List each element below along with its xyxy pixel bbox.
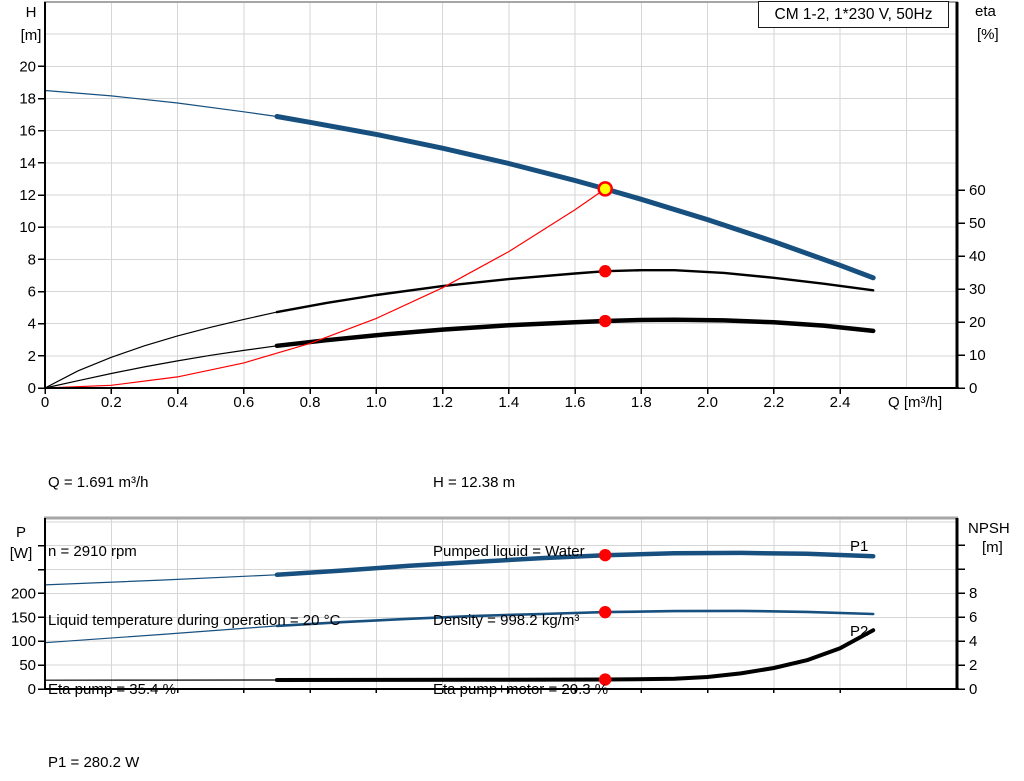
curve-label-P2: P2 bbox=[850, 623, 868, 640]
curve-P2-thin bbox=[44, 625, 278, 644]
x-axis-tick-label: 2.2 bbox=[763, 394, 784, 411]
left-axis-tick-label: 10 bbox=[19, 219, 36, 236]
curve-H-curve bbox=[274, 114, 876, 281]
right-axis-tick-label: 8 bbox=[969, 585, 977, 602]
x-axis-tick-label: 0.8 bbox=[300, 394, 321, 411]
right-axis-tick-label: 4 bbox=[969, 633, 977, 650]
left-axis-tick-label: 0 bbox=[28, 380, 36, 397]
left-axis-name: P bbox=[16, 524, 26, 541]
left-axis-tick-label: 100 bbox=[11, 633, 36, 650]
operating-point-summary-right: H = 12.38 m Pumped liquid = Water Densit… bbox=[433, 425, 608, 747]
right-axis-tick-label: 0 bbox=[969, 380, 977, 397]
right-axis-tick-label: 50 bbox=[969, 215, 986, 232]
curve-NPSH bbox=[274, 628, 876, 682]
operating-point-dot bbox=[598, 265, 612, 278]
right-axis-tick-label: 10 bbox=[969, 347, 986, 364]
operating-point-summary-left: Q = 1.691 m³/h n = 2910 rpm Liquid tempe… bbox=[48, 425, 340, 747]
x-axis-tick-label: 1.0 bbox=[366, 394, 387, 411]
left-axis-name: H bbox=[26, 4, 37, 21]
left-axis-tick-label: 4 bbox=[28, 316, 36, 333]
operating-point-dot bbox=[598, 314, 612, 328]
x-axis-tick-label: 0.4 bbox=[167, 394, 188, 411]
x-axis-tick-label: 0.2 bbox=[101, 394, 122, 411]
annotation-line: Eta pump = 35.4 % bbox=[48, 681, 176, 698]
curve-label-P1: P1 bbox=[850, 538, 868, 555]
right-axis-name: NPSH bbox=[968, 520, 1010, 537]
x-axis-tick-label: 1.8 bbox=[631, 394, 652, 411]
right-axis-unit: [%] bbox=[977, 26, 999, 43]
left-axis-tick-label: 2 bbox=[28, 348, 36, 365]
annotation-line: Liquid temperature during operation = 20… bbox=[48, 612, 341, 629]
operating-point-dot bbox=[598, 673, 612, 686]
x-axis-tick-label: 1.2 bbox=[432, 394, 453, 411]
annotation-line: Eta pump+motor = 20.3 % bbox=[433, 681, 609, 698]
curve-system-curve bbox=[44, 188, 606, 389]
left-axis-tick-label: 12 bbox=[19, 187, 36, 204]
right-axis-tick-label: 20 bbox=[969, 314, 986, 331]
annotation-line: H = 12.38 m bbox=[433, 474, 516, 491]
curve-eta-pump-motor-thin bbox=[44, 345, 278, 389]
right-axis-tick-label: 60 bbox=[969, 182, 986, 199]
pump-model-label: CM 1-2, 1*230 V, 50Hz bbox=[758, 1, 949, 28]
right-axis-unit: [m] bbox=[982, 539, 1003, 556]
annotation-line: Density = 998.2 kg/m³ bbox=[433, 612, 580, 629]
left-axis-tick-label: 150 bbox=[11, 609, 36, 626]
right-axis-tick-label: 30 bbox=[969, 281, 986, 298]
x-axis-tick-label: 1.4 bbox=[498, 394, 519, 411]
annotation-line: Pumped liquid = Water bbox=[433, 543, 585, 560]
left-axis-unit: [W] bbox=[10, 545, 33, 562]
x-axis-tick-label: 0 bbox=[41, 394, 49, 411]
annotation-line: Q = 1.691 m³/h bbox=[48, 474, 149, 491]
duty-point-marker bbox=[597, 181, 613, 197]
left-axis-tick-label: 16 bbox=[19, 123, 36, 140]
left-axis-tick-label: 50 bbox=[19, 657, 36, 674]
curve-P1-thin bbox=[44, 574, 278, 586]
left-axis-tick-label: 6 bbox=[28, 284, 36, 301]
x-axis-unit-label: Q [m³/h] bbox=[888, 394, 942, 411]
power-summary: P1 = 280.2 W P2 = 160.9 W NPSH = 0.79 m bbox=[48, 705, 153, 781]
left-axis-tick-label: 18 bbox=[19, 91, 36, 108]
operating-point-dot bbox=[598, 548, 612, 562]
curve-P2 bbox=[275, 609, 875, 628]
left-axis-tick-label: 8 bbox=[28, 251, 36, 268]
curve-H-curve-thin bbox=[44, 89, 278, 118]
operating-point-dot bbox=[598, 605, 612, 619]
annotation-line: P1 = 280.2 W bbox=[48, 754, 140, 771]
x-axis-tick-label: 0.6 bbox=[233, 394, 254, 411]
right-axis-name: eta bbox=[975, 3, 997, 20]
x-axis-tick-label: 1.6 bbox=[565, 394, 586, 411]
curve-eta-pump-thin bbox=[44, 311, 278, 389]
right-axis-tick-label: 2 bbox=[969, 657, 977, 674]
left-axis-unit: [m] bbox=[21, 27, 42, 44]
right-axis-tick-label: 40 bbox=[969, 248, 986, 265]
right-axis-tick-label: 0 bbox=[969, 681, 977, 698]
right-axis-tick-label: 6 bbox=[969, 609, 977, 626]
left-axis-tick-label: 0 bbox=[28, 681, 36, 698]
left-axis-tick-label: 14 bbox=[19, 155, 36, 172]
left-axis-tick-label: 200 bbox=[11, 585, 36, 602]
x-axis-tick-label: 2.0 bbox=[697, 394, 718, 411]
annotation-line: n = 2910 rpm bbox=[48, 543, 137, 560]
left-axis-tick-label: 20 bbox=[19, 58, 36, 75]
x-axis-tick-label: 2.4 bbox=[830, 394, 851, 411]
curve-P1 bbox=[274, 550, 876, 578]
